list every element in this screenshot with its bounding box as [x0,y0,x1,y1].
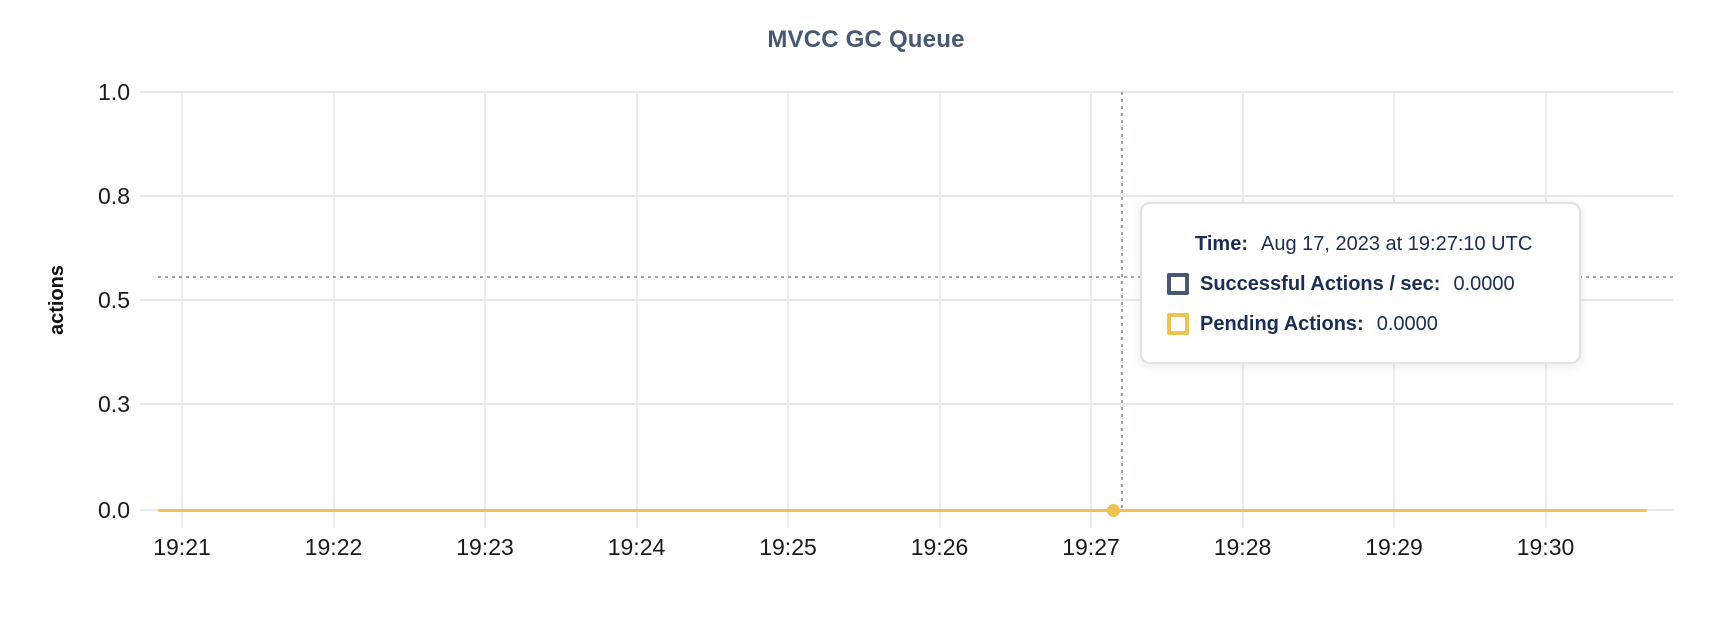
tooltip-pending-actions-value: 0.0000 [1376,312,1438,335]
x-tick-label: 19:25 [759,534,817,560]
successful-actions-swatch-icon [1167,273,1189,295]
tooltip-successful-actions-value: 0.0000 [1453,272,1515,295]
y-tick-label: 0.3 [98,391,130,417]
chart-title: MVCC GC Queue [767,26,965,53]
tooltip-pending-actions-label: Pending Actions: [1200,312,1364,335]
hover-point-dot [1107,504,1120,517]
x-tick-label: 19:29 [1365,534,1423,560]
x-tick-label: 19:26 [910,534,969,560]
tooltip-successful-actions-label: Successful Actions / sec: [1200,272,1441,295]
tooltip-time-value: Aug 17, 2023 at 19:27:10 UTC [1260,232,1533,255]
x-tick-label: 19:27 [1062,534,1120,560]
horizontal-gridline [140,91,1673,93]
crosshair-vertical-line [1121,92,1123,510]
vertical-gridline [1090,92,1092,528]
horizontal-gridline [140,299,1673,301]
y-tick-label: 0.0 [98,497,130,523]
x-tick-label: 19:21 [153,534,211,560]
y-tick-label: 0.8 [98,183,130,209]
vertical-gridline [635,92,638,528]
pending-actions-series-line [158,509,1647,512]
tooltip-time-label: Time: [1195,232,1248,255]
tooltip-time-row: Time: Aug 17, 2023 at 19:27:10 UTC [1195,229,1559,259]
pending-actions-swatch-icon [1167,313,1189,335]
crosshair-horizontal-line [158,276,1673,278]
x-tick-label: 19:23 [456,534,514,560]
vertical-gridline [181,92,183,528]
vertical-gridline [332,92,335,528]
x-tick-label: 19:28 [1213,534,1272,560]
tooltip-successful-actions-row: Successful Actions / sec: 0.0000 [1167,269,1559,299]
vertical-gridline [484,92,486,528]
x-tick-label: 19:24 [607,534,666,560]
x-tick-label: 19:22 [304,534,363,560]
horizontal-gridline [140,403,1673,405]
y-tick-label: 0.5 [98,287,130,313]
tooltip-pending-actions-row: Pending Actions: 0.0000 [1167,309,1559,339]
vertical-gridline [787,92,789,528]
x-tick-label: 19:30 [1516,534,1575,560]
y-tick-label: 1.0 [98,79,130,105]
vertical-gridline [938,92,941,528]
hover-tooltip: Time: Aug 17, 2023 at 19:27:10 UTC Succe… [1140,202,1581,364]
horizontal-gridline [140,195,1673,197]
